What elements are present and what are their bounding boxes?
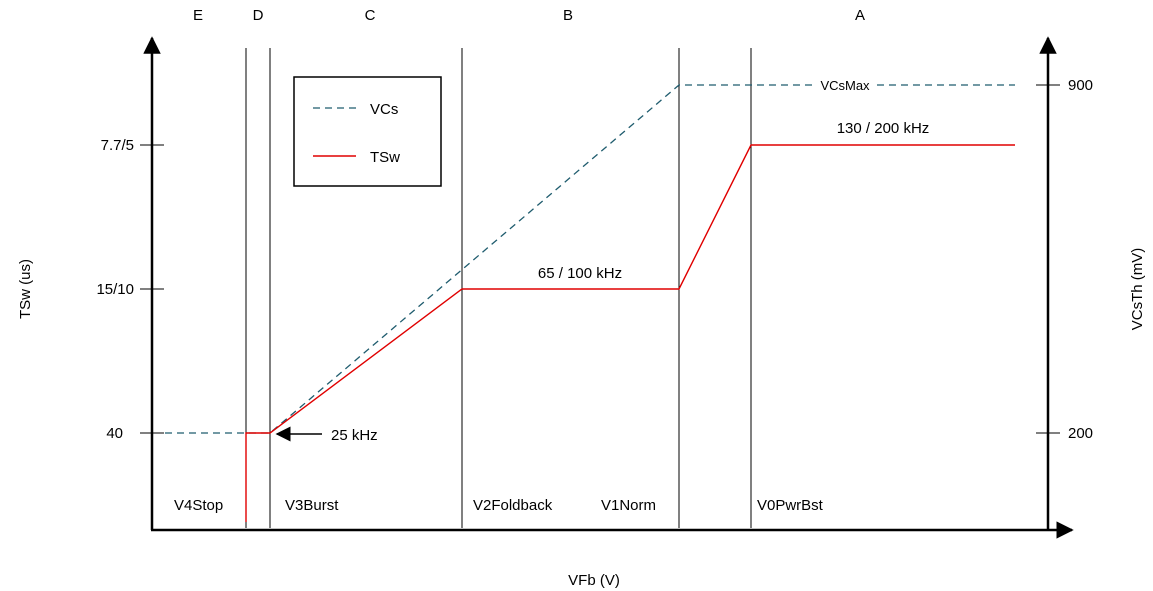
voltage-label-v1norm: V1Norm [601,497,656,514]
region-label-e: E [193,7,203,24]
tick-marks [140,84,1060,434]
legend-box [293,76,442,187]
frequency-mid-label: 65 / 100 kHz [538,265,622,282]
frequency-high-label: 130 / 200 kHz [837,120,930,137]
voltage-label-v2foldback: V2Foldback [473,497,553,514]
region-label-a: A [855,7,865,24]
left-tick-label: 7.7/5 [101,137,134,154]
vcsmax-label-bg [814,77,876,93]
y-right-axis-title: VCsTh (mV) [1129,248,1146,331]
voltage-label-v0pwrbst: V0PwrBst [757,497,824,514]
voltage-label-v3burst: V3Burst [285,497,339,514]
region-labels: E D C B A [193,7,865,24]
tick-labels: 7.7/5 15/10 40 900 200 [96,77,1093,442]
right-tick-label: 200 [1068,425,1093,442]
frequency-low-label: 25 kHz [331,427,378,444]
left-tick-label: 40 [106,425,123,442]
vcs-curve [165,84,1015,434]
right-tick-label: 900 [1068,77,1093,94]
voltage-label-v4stop: V4Stop [174,497,223,514]
axes [143,36,1074,539]
region-label-d: D [253,7,264,24]
legend-vcs-label: VCs [370,101,398,118]
y-left-axis-title: TSw (us) [17,259,34,319]
voltage-labels: V4Stop V3Burst V2Foldback V1Norm V0PwrBs… [174,497,824,514]
x-axis-title: VFb (V) [568,572,620,589]
region-label-c: C [365,7,376,24]
legend-tsw-label: TSw [370,149,400,166]
legend: VCs TSw [293,76,442,187]
tsw-curve [245,144,1015,522]
region-label-b: B [563,7,573,24]
vcsmax-label: VCsMax [820,78,870,93]
left-tick-label: 15/10 [96,281,134,298]
